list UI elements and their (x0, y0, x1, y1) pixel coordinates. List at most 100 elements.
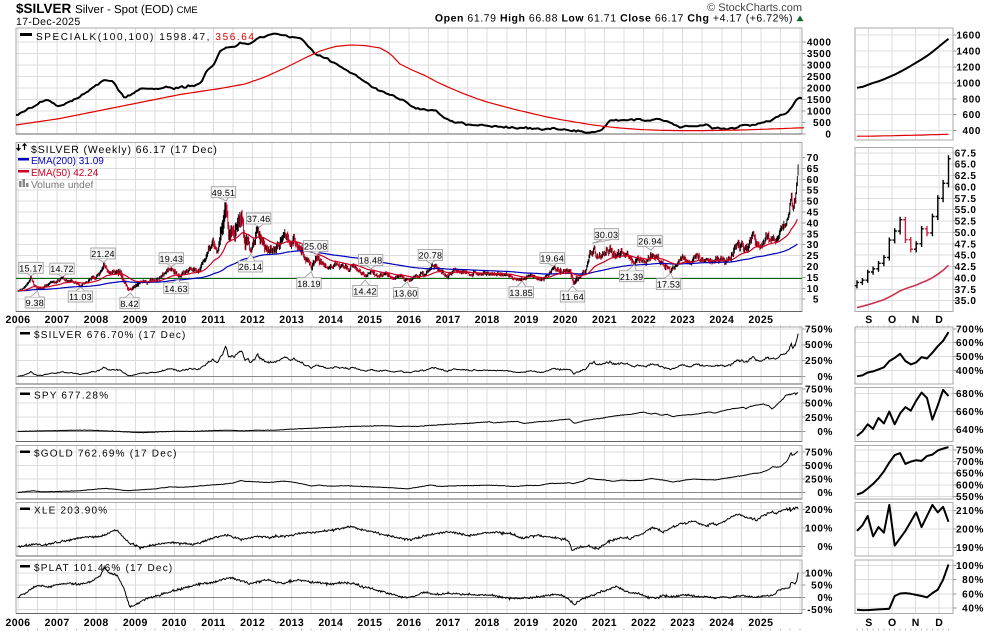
svg-text:2009: 2009 (123, 617, 148, 629)
svg-text:$SILVER (Weekly) 66.17 (17 Dec: $SILVER (Weekly) 66.17 (17 Dec) (31, 144, 218, 156)
svg-text:2006: 2006 (6, 617, 31, 629)
svg-text:30: 30 (807, 240, 819, 251)
svg-text:500%: 500% (956, 352, 984, 363)
svg-text:550%: 550% (956, 492, 984, 503)
svg-text:5: 5 (813, 295, 819, 306)
svg-text:O: O (888, 617, 896, 629)
svg-text:37.46: 37.46 (247, 214, 271, 224)
svg-text:60%: 60% (962, 589, 984, 600)
svg-text:37.5: 37.5 (955, 285, 977, 296)
svg-text:D: D (935, 314, 943, 326)
svg-text:14.42: 14.42 (353, 287, 377, 297)
svg-text:0%: 0% (817, 372, 833, 383)
svg-text:65: 65 (807, 164, 819, 175)
svg-text:S: S (865, 617, 872, 629)
svg-text:400: 400 (963, 126, 982, 137)
svg-text:1200: 1200 (956, 63, 981, 74)
svg-text:80%: 80% (962, 575, 984, 586)
svg-text:500: 500 (813, 118, 832, 129)
svg-text:SPY 677.28%: SPY 677.28% (34, 391, 109, 402)
svg-text:2021: 2021 (592, 617, 617, 629)
svg-text:750%: 750% (805, 448, 833, 459)
svg-text:10: 10 (807, 284, 819, 295)
svg-text:55.0: 55.0 (955, 205, 977, 216)
svg-text:640%: 640% (956, 425, 984, 436)
svg-text:O: O (888, 314, 896, 326)
svg-text:0%: 0% (817, 488, 833, 499)
svg-text:2014: 2014 (318, 617, 343, 629)
svg-text:2015: 2015 (357, 617, 382, 629)
svg-text:1000: 1000 (807, 107, 832, 118)
svg-text:600%: 600% (956, 480, 984, 491)
svg-text:660%: 660% (956, 407, 984, 418)
svg-text:250%: 250% (805, 356, 833, 367)
svg-text:2014: 2014 (318, 314, 343, 326)
svg-text:14.72: 14.72 (50, 264, 74, 274)
svg-text:26.94: 26.94 (638, 237, 662, 247)
svg-text:8.42: 8.42 (120, 299, 138, 309)
svg-text:© StockCharts.com: © StockCharts.com (707, 2, 802, 14)
svg-text:2022: 2022 (631, 314, 656, 326)
svg-text:-50%: -50% (807, 605, 833, 616)
svg-text:70: 70 (807, 153, 819, 164)
svg-text:45: 45 (807, 208, 819, 219)
svg-text:2013: 2013 (279, 617, 304, 629)
svg-text:$SILVER 676.70% (17 Dec): $SILVER 676.70% (17 Dec) (34, 330, 187, 341)
svg-text:3000: 3000 (807, 61, 832, 72)
svg-text:100%: 100% (805, 524, 833, 535)
svg-text:2500: 2500 (807, 72, 832, 83)
svg-text:35.0: 35.0 (955, 296, 977, 307)
svg-text:18.48: 18.48 (359, 256, 383, 266)
svg-text:0: 0 (825, 130, 831, 141)
svg-text:2023: 2023 (670, 314, 695, 326)
svg-text:2017: 2017 (436, 314, 461, 326)
svg-text:2018: 2018 (475, 617, 500, 629)
svg-text:$SILVER Silver - Spot (EOD) CM: $SILVER Silver - Spot (EOD) CME (16, 1, 198, 16)
svg-text:500%: 500% (805, 340, 833, 351)
svg-text:S: S (865, 314, 872, 326)
svg-text:200%: 200% (956, 525, 984, 536)
svg-text:45.0: 45.0 (955, 251, 977, 262)
svg-text:40.0: 40.0 (955, 273, 977, 284)
svg-text:EMA(50) 42.24: EMA(50) 42.24 (31, 168, 99, 179)
svg-text:650%: 650% (956, 469, 984, 480)
svg-text:1600: 1600 (956, 31, 981, 42)
svg-text:15.17: 15.17 (19, 263, 43, 273)
svg-text:2009: 2009 (123, 314, 148, 326)
svg-text:17-Dec-2025: 17-Dec-2025 (16, 16, 81, 28)
svg-text:2008: 2008 (84, 617, 109, 629)
svg-text:2018: 2018 (475, 314, 500, 326)
svg-text:2025: 2025 (748, 314, 773, 326)
svg-text:600%: 600% (956, 338, 984, 349)
svg-text:2021: 2021 (592, 314, 617, 326)
svg-text:52.5: 52.5 (955, 217, 977, 228)
svg-text:1500: 1500 (807, 95, 832, 106)
svg-text:500%: 500% (805, 461, 833, 472)
svg-text:2020: 2020 (553, 617, 578, 629)
svg-text:250%: 250% (805, 413, 833, 424)
svg-text:50: 50 (807, 197, 819, 208)
svg-text:4000: 4000 (807, 38, 832, 49)
svg-text:19.64: 19.64 (540, 254, 564, 264)
svg-text:200%: 200% (805, 505, 833, 516)
svg-text:2016: 2016 (397, 314, 422, 326)
svg-text:2024: 2024 (709, 314, 734, 326)
svg-text:100%: 100% (956, 561, 984, 572)
svg-text:20: 20 (807, 262, 819, 273)
svg-text:17.53: 17.53 (657, 280, 681, 290)
svg-text:190%: 190% (956, 543, 984, 554)
svg-text:2013: 2013 (279, 314, 304, 326)
svg-text:210%: 210% (956, 506, 984, 517)
svg-text:26.14: 26.14 (239, 262, 263, 272)
svg-text:47.5: 47.5 (955, 239, 977, 250)
svg-text:15: 15 (807, 273, 819, 284)
svg-text:2010: 2010 (162, 617, 187, 629)
svg-text:$PLAT 101.46% (17 Dec): $PLAT 101.46% (17 Dec) (34, 563, 173, 574)
svg-text:800: 800 (963, 94, 982, 105)
svg-text:2025: 2025 (748, 617, 773, 629)
svg-text:9.38: 9.38 (26, 298, 44, 308)
svg-text:65.0: 65.0 (955, 160, 977, 171)
svg-text:100%: 100% (805, 568, 833, 579)
svg-text:11.64: 11.64 (561, 292, 584, 302)
svg-text:0%: 0% (817, 542, 833, 553)
